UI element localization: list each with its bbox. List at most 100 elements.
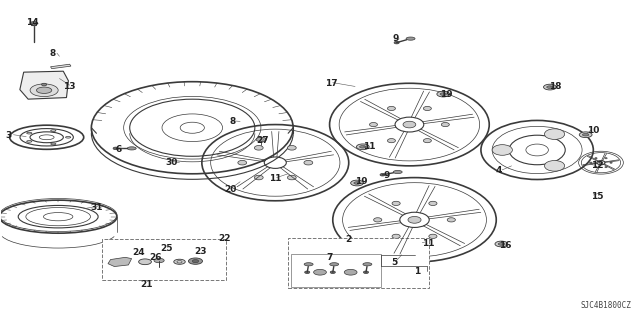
Ellipse shape (238, 160, 246, 165)
FancyBboxPatch shape (291, 254, 381, 287)
Text: 6: 6 (116, 145, 122, 154)
Ellipse shape (579, 132, 592, 137)
Ellipse shape (192, 260, 198, 263)
Text: 5: 5 (392, 258, 398, 267)
Text: 4: 4 (495, 166, 502, 175)
Ellipse shape (314, 269, 326, 275)
Text: 27: 27 (256, 136, 269, 145)
Ellipse shape (429, 201, 437, 205)
Ellipse shape (406, 37, 415, 40)
Ellipse shape (492, 145, 513, 155)
Ellipse shape (590, 162, 592, 163)
Ellipse shape (495, 241, 508, 247)
Text: 12: 12 (591, 161, 604, 170)
Text: SJC4B1800CZ: SJC4B1800CZ (580, 301, 632, 310)
Text: 10: 10 (587, 126, 599, 135)
Ellipse shape (356, 144, 369, 150)
Text: 20: 20 (224, 185, 237, 194)
Ellipse shape (154, 258, 164, 263)
Ellipse shape (429, 234, 437, 238)
Ellipse shape (27, 132, 32, 134)
Ellipse shape (424, 107, 431, 111)
FancyBboxPatch shape (102, 239, 226, 280)
Text: 13: 13 (63, 82, 76, 91)
Text: 22: 22 (218, 234, 230, 243)
Ellipse shape (543, 84, 556, 90)
Text: 19: 19 (355, 177, 368, 186)
Ellipse shape (330, 263, 339, 266)
Ellipse shape (51, 143, 56, 145)
Ellipse shape (582, 133, 589, 136)
Ellipse shape (545, 160, 564, 171)
Text: 11: 11 (422, 239, 435, 248)
Text: 15: 15 (591, 191, 604, 201)
Ellipse shape (369, 122, 378, 127)
Ellipse shape (360, 145, 366, 148)
Ellipse shape (374, 218, 382, 222)
Ellipse shape (403, 121, 416, 128)
Ellipse shape (254, 145, 263, 150)
Ellipse shape (51, 130, 56, 131)
Ellipse shape (139, 259, 152, 265)
Text: 16: 16 (499, 241, 511, 250)
Ellipse shape (173, 259, 185, 264)
Text: 11: 11 (364, 142, 376, 151)
Ellipse shape (304, 263, 313, 266)
Ellipse shape (424, 138, 431, 143)
Text: 7: 7 (326, 253, 333, 262)
Ellipse shape (605, 158, 607, 159)
Ellipse shape (392, 201, 400, 205)
Ellipse shape (351, 180, 364, 186)
Text: 8: 8 (229, 117, 236, 126)
Text: 9: 9 (384, 171, 390, 180)
Ellipse shape (393, 170, 402, 174)
Ellipse shape (364, 271, 369, 273)
Ellipse shape (330, 271, 335, 273)
Ellipse shape (416, 240, 429, 246)
Polygon shape (108, 257, 132, 267)
Text: 23: 23 (194, 247, 207, 256)
Ellipse shape (304, 160, 313, 165)
Ellipse shape (363, 263, 372, 266)
Text: 11: 11 (269, 174, 282, 183)
Text: 26: 26 (149, 253, 161, 262)
Ellipse shape (498, 243, 504, 245)
Ellipse shape (188, 258, 202, 264)
Ellipse shape (599, 162, 603, 164)
Text: 1: 1 (415, 267, 420, 276)
Text: 3: 3 (6, 131, 12, 140)
Ellipse shape (65, 137, 71, 138)
Ellipse shape (595, 167, 597, 168)
Ellipse shape (610, 162, 612, 163)
Ellipse shape (419, 241, 426, 244)
Text: 17: 17 (325, 79, 338, 88)
Ellipse shape (447, 218, 456, 222)
Text: 19: 19 (440, 90, 452, 99)
Ellipse shape (595, 158, 597, 159)
Ellipse shape (437, 91, 450, 97)
Text: 21: 21 (140, 279, 152, 288)
Ellipse shape (605, 167, 607, 168)
Ellipse shape (113, 147, 118, 150)
Ellipse shape (344, 269, 357, 275)
Ellipse shape (127, 147, 136, 150)
Polygon shape (20, 71, 68, 99)
Ellipse shape (305, 271, 310, 273)
Text: 24: 24 (132, 248, 145, 257)
Text: 9: 9 (393, 34, 399, 43)
Ellipse shape (408, 217, 421, 223)
Ellipse shape (394, 41, 399, 44)
Ellipse shape (545, 129, 564, 139)
FancyBboxPatch shape (288, 238, 429, 288)
Text: 2: 2 (346, 235, 352, 244)
Ellipse shape (440, 93, 447, 95)
Ellipse shape (30, 22, 38, 24)
Text: 31: 31 (90, 203, 102, 211)
Ellipse shape (287, 145, 296, 150)
Ellipse shape (27, 141, 32, 142)
Ellipse shape (42, 83, 47, 86)
Ellipse shape (387, 107, 396, 111)
Text: 8: 8 (49, 48, 56, 58)
Ellipse shape (392, 234, 400, 238)
Ellipse shape (387, 138, 396, 143)
